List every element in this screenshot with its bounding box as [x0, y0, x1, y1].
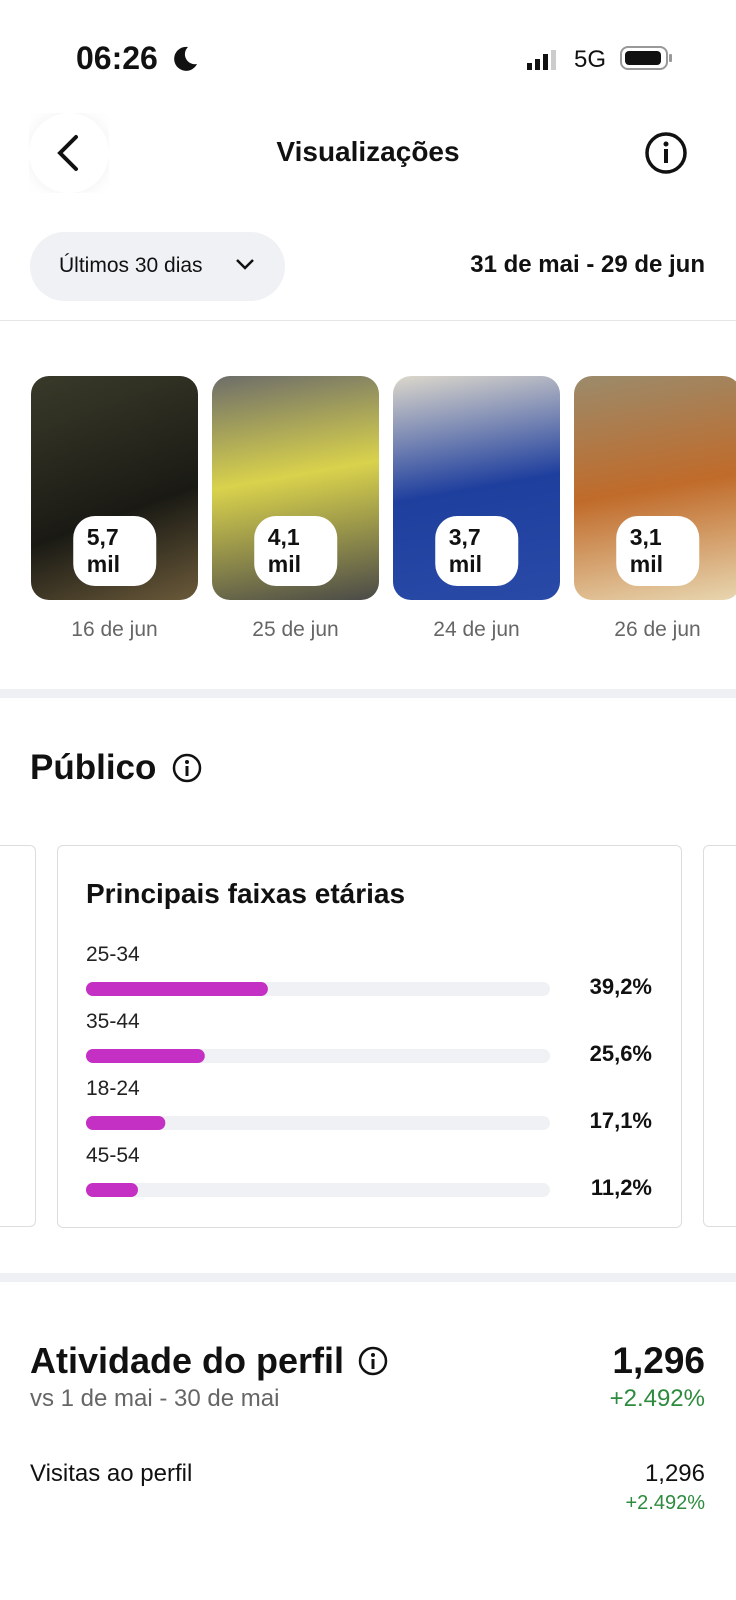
status-time: 06:26: [76, 40, 158, 76]
bar: [86, 1049, 205, 1063]
bar: [86, 982, 268, 996]
card-title: Principais faixas etárias: [86, 878, 406, 909]
row-change: +2.492%: [625, 1492, 705, 1514]
side-card[interactable]: [0, 845, 36, 1227]
info-icon[interactable]: [171, 752, 203, 784]
activity-change: +2.492%: [609, 1385, 705, 1412]
value-label: 39,2%: [590, 974, 652, 999]
bar-track: [86, 1183, 550, 1197]
post-thumbnail[interactable]: 3,1 mil: [574, 376, 736, 600]
section-title: Atividade do perfil: [30, 1340, 345, 1381]
post-thumbnail[interactable]: 3,7 mil: [393, 376, 560, 600]
battery-icon: [620, 46, 672, 70]
value-label: 17,1%: [590, 1108, 652, 1133]
row-value: 1,296: [644, 1460, 705, 1487]
section-band: [0, 689, 736, 698]
post-date: 24 de jun: [433, 618, 520, 641]
section-band: [0, 1273, 736, 1282]
value-label: 25,6%: [590, 1041, 652, 1066]
activity-subtitle: vs 1 de mai - 30 de mai: [30, 1385, 280, 1412]
period-filter[interactable]: Últimos 30 dias: [30, 232, 285, 301]
period-label: Últimos 30 dias: [59, 254, 203, 277]
post-thumbnail[interactable]: 5,7 mil: [31, 376, 198, 600]
post-views: 4,1 mil: [253, 516, 338, 586]
row-label: Visitas ao perfil: [30, 1460, 193, 1487]
value-label: 11,2%: [591, 1175, 652, 1200]
age-card: Principais faixas etárias 25-34 39,2% 35-4…: [57, 845, 682, 1228]
status-network: 5G: [574, 46, 607, 73]
bar: [86, 1183, 138, 1197]
activity-total: 1,296: [612, 1340, 705, 1381]
post-thumbnail[interactable]: 4,1 mil: [212, 376, 379, 600]
post-views: 3,1 mil: [615, 516, 700, 586]
age-chart: 25-34 39,2% 35-44 25,6% 18-24 17,1% 45-54 11,2%: [86, 943, 652, 1200]
info-button[interactable]: [626, 113, 706, 193]
moon-icon: [174, 46, 197, 71]
info-icon[interactable]: [357, 1345, 389, 1377]
post-views: 3,7 mil: [434, 516, 519, 586]
back-button[interactable]: [29, 113, 109, 193]
header-title: Visualizações: [276, 136, 460, 167]
age-label: 18-24: [86, 1077, 140, 1100]
chevron-down: [236, 259, 254, 270]
bar-track: [86, 1116, 550, 1130]
side-card[interactable]: [703, 845, 736, 1227]
age-label: 25-34: [86, 943, 140, 966]
post-date: 16 de jun: [71, 618, 158, 641]
post-views: 5,7 mil: [72, 516, 157, 586]
section-title: Público: [30, 748, 157, 787]
age-label: 45-54: [86, 1144, 140, 1167]
post-date: 26 de jun: [614, 618, 701, 641]
date-range: 31 de mai - 29 de jun: [470, 251, 705, 278]
post-date: 25 de jun: [252, 618, 339, 641]
divider: [0, 320, 736, 321]
bar: [86, 1116, 166, 1130]
signal-icon: [527, 50, 556, 70]
age-label: 35-44: [86, 1010, 140, 1033]
